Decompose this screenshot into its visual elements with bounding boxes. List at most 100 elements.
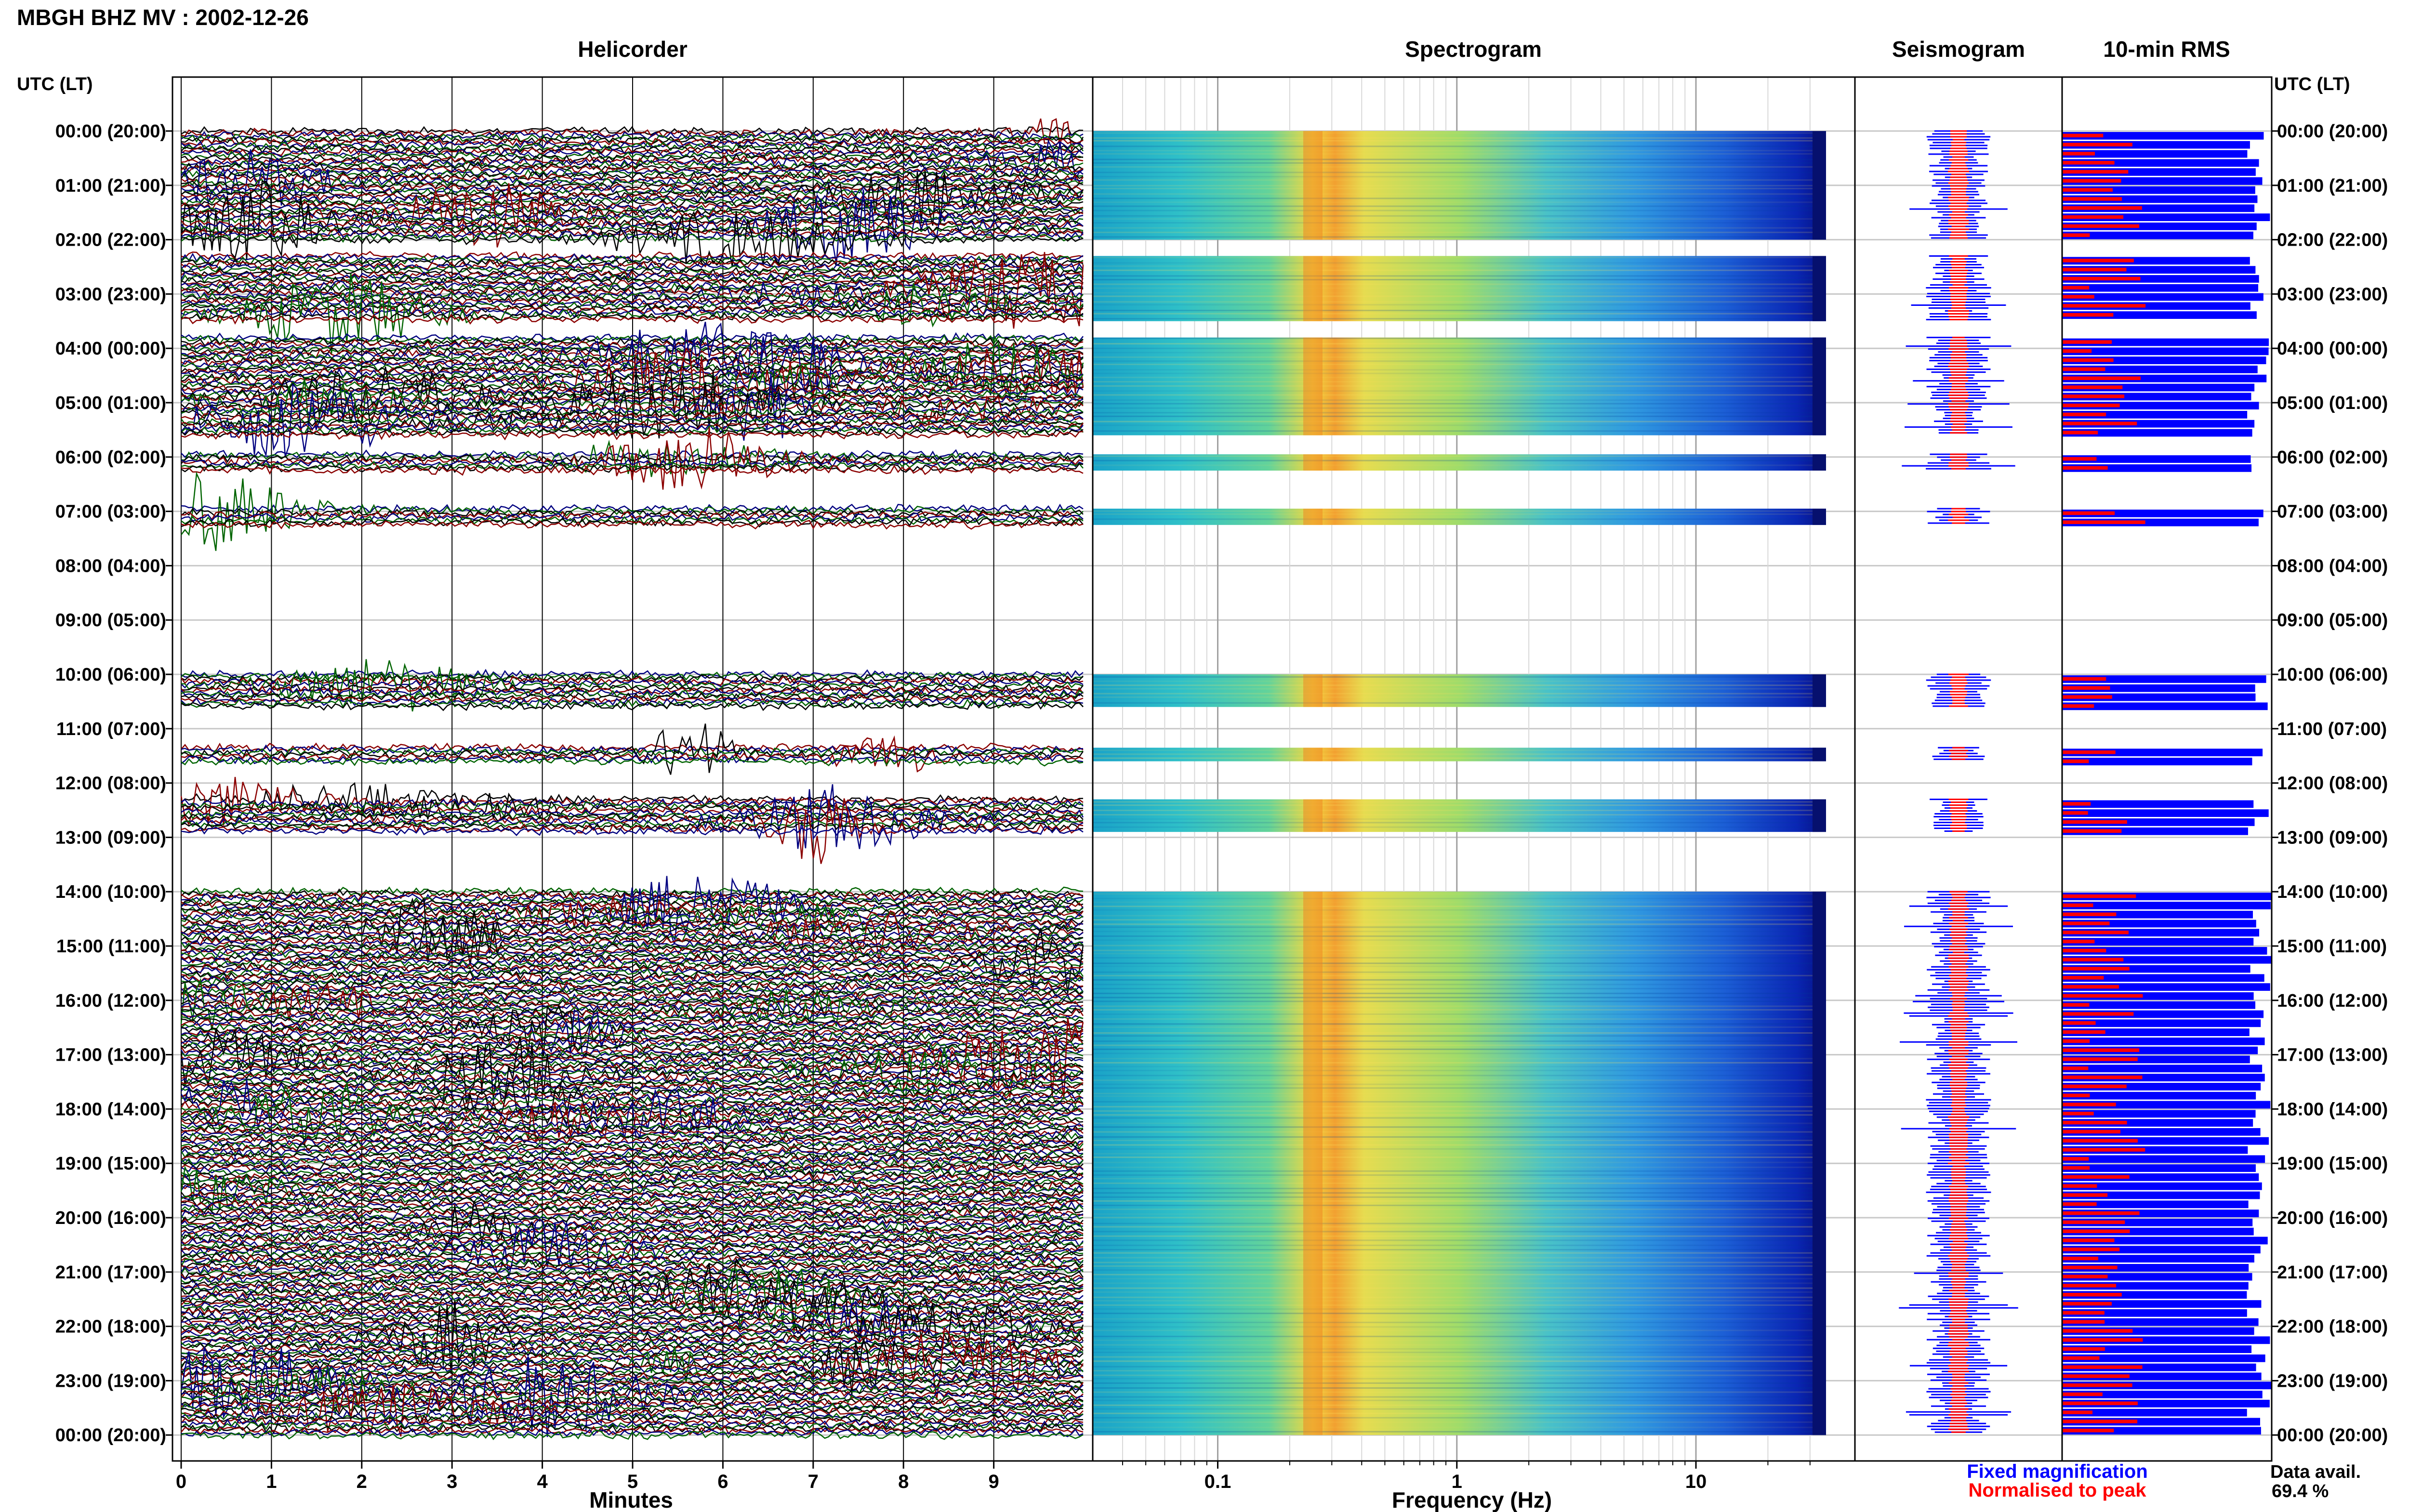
- spectrogram-stripe: [1093, 1058, 1826, 1060]
- helicorder-trace: [181, 1151, 1084, 1162]
- spectrogram-stripe: [1093, 150, 1826, 152]
- spectrogram-stripe: [1093, 236, 1826, 238]
- rms-normalised-bar: [2062, 286, 2090, 289]
- rms-normalised-bar: [2062, 1293, 2122, 1297]
- spectrogram-stripe: [1093, 1009, 1826, 1011]
- rms-normalised-bar: [2062, 394, 2125, 398]
- legend-fixed: Fixed magnification: [1967, 1461, 2148, 1482]
- spectrogram-stripe: [1093, 262, 1826, 264]
- y-tick-label-right: 21:00 (17:00): [2277, 1262, 2388, 1283]
- spectrogram-stripe: [1093, 1360, 1826, 1362]
- y-tick-label-right: 19:00 (15:00): [2277, 1154, 2388, 1174]
- spectrogram-stripe: [1093, 1200, 1826, 1202]
- spectrogram-peak-band: [1303, 337, 1323, 435]
- helicorder-trace: [181, 1225, 1084, 1236]
- spectrogram-stripe: [1093, 962, 1826, 964]
- spectrogram-stripe: [1093, 1339, 1826, 1341]
- helicorder-trace: [181, 1230, 1084, 1241]
- rms-normalised-bar: [2062, 1139, 2138, 1143]
- rms-normalised-bar: [2062, 1030, 2105, 1034]
- rms-normalised-bar: [2062, 1066, 2089, 1070]
- spectrogram-stripe: [1093, 957, 1826, 959]
- helicorder-trace: [181, 687, 1084, 698]
- spectrogram-stripe: [1093, 1404, 1826, 1406]
- helicorder-trace: [181, 1182, 1084, 1194]
- rms-normalised-bar: [2062, 197, 2122, 201]
- spectrogram-stripe: [1093, 1005, 1826, 1007]
- spectrogram-stripe: [1093, 676, 1826, 678]
- helicorder-trace: [181, 519, 1084, 530]
- helicorder-trace: [181, 1228, 1084, 1238]
- y-tick-label-left: 00:00 (20:00): [55, 1425, 166, 1446]
- rms-normalised-bar: [2062, 1193, 2108, 1197]
- helicorder-trace: [181, 701, 1084, 711]
- rms-frame: [2061, 76, 2273, 1462]
- spectrogram-block: [1093, 892, 1826, 1435]
- y-tick-label-right: 09:00 (05:00): [2277, 610, 2388, 631]
- helicorder-trace: [181, 754, 1084, 765]
- spectrogram-stripe: [1093, 1192, 1826, 1194]
- spectrogram-stripe: [1093, 1282, 1826, 1284]
- spectrogram-edge: [1813, 748, 1826, 762]
- y-tick-label-left: 16:00 (12:00): [55, 991, 166, 1011]
- helicorder-trace: [181, 1341, 1084, 1352]
- helicorder-x-tick-label: 5: [627, 1471, 638, 1492]
- spectrogram-stripe: [1093, 1065, 1826, 1067]
- y-tick-label-left: 01:00 (21:00): [55, 176, 166, 196]
- helicorder-trace: [181, 171, 1084, 226]
- spectrogram-stripe: [1093, 464, 1826, 466]
- y-tick-label-right: 07:00 (03:00): [2277, 502, 2388, 522]
- y-tick-label-left: 08:00 (04:00): [55, 556, 166, 576]
- rms-normalised-bar: [2062, 1392, 2103, 1396]
- spectrogram-stripe: [1093, 1204, 1826, 1206]
- spectrogram-stripe: [1093, 1348, 1826, 1350]
- spectrogram-peak-band: [1303, 454, 1323, 471]
- helicorder-trace: [181, 1056, 1084, 1067]
- rms-normalised-bar: [2062, 1220, 2125, 1224]
- spectrogram-stripe: [1093, 1153, 1826, 1155]
- rms-normalised-bar: [2062, 912, 2117, 916]
- spectrogram-x-tick-label: 0.1: [1204, 1471, 1231, 1492]
- spectrogram-stripe: [1093, 318, 1826, 320]
- spectrogram-stripe: [1093, 953, 1826, 955]
- helicorder-trace: [181, 735, 1084, 773]
- spectrogram-stripe: [1093, 919, 1826, 921]
- helicorder-trace: [181, 191, 1084, 202]
- rms-normalised-bar: [2062, 259, 2134, 263]
- helicorder-trace: [180, 676, 1084, 686]
- y-tick-label-left: 03:00 (23:00): [55, 284, 166, 304]
- helicorder-trace: [181, 1065, 1084, 1076]
- helicorder-trace: [180, 181, 1084, 259]
- spectrogram-x-tick-label: 10: [1685, 1471, 1707, 1492]
- helicorder-trace: [181, 429, 1084, 441]
- spectrogram-stripe: [1093, 1252, 1826, 1254]
- spectrogram-stripe: [1093, 1391, 1826, 1393]
- helicorder-trace: [181, 986, 1084, 997]
- helicorder-trace: [181, 893, 1084, 904]
- spectrogram-stripe: [1093, 1044, 1826, 1046]
- spectrogram-stripe: [1093, 984, 1826, 986]
- rms-normalised-bar: [2062, 1229, 2130, 1233]
- y-tick-label-right: 01:00 (21:00): [2277, 176, 2388, 196]
- rms-normalised-bar: [2062, 1347, 2105, 1351]
- rms-normalised-bar: [2062, 188, 2113, 192]
- spectrogram-stripe: [1093, 1092, 1826, 1094]
- spectrogram-stripe: [1093, 372, 1826, 374]
- spectrogram-stripe: [1093, 390, 1826, 392]
- spectrogram-peak-band: [1303, 508, 1323, 525]
- helicorder-trace: [181, 1081, 1084, 1125]
- rms-normalised-bar: [2062, 958, 2124, 961]
- rms-normalised-bar: [2062, 466, 2108, 470]
- spectrogram-stripe: [1093, 822, 1826, 824]
- rms-normalised-bar: [2062, 267, 2127, 272]
- helicorder-trace: [181, 1348, 1084, 1359]
- rms-normalised-bar: [2062, 403, 2120, 408]
- helicorder-trace: [181, 801, 1084, 812]
- spectrogram-stripe: [1093, 1013, 1826, 1015]
- helicorder-trace: [181, 515, 1084, 526]
- spectrogram-stripe: [1093, 218, 1826, 220]
- helicorder-trace: [181, 198, 1084, 209]
- spectrogram-stripe: [1093, 1000, 1826, 1002]
- spectrogram-stripe: [1093, 132, 1826, 134]
- helicorder-trace: [181, 371, 1084, 381]
